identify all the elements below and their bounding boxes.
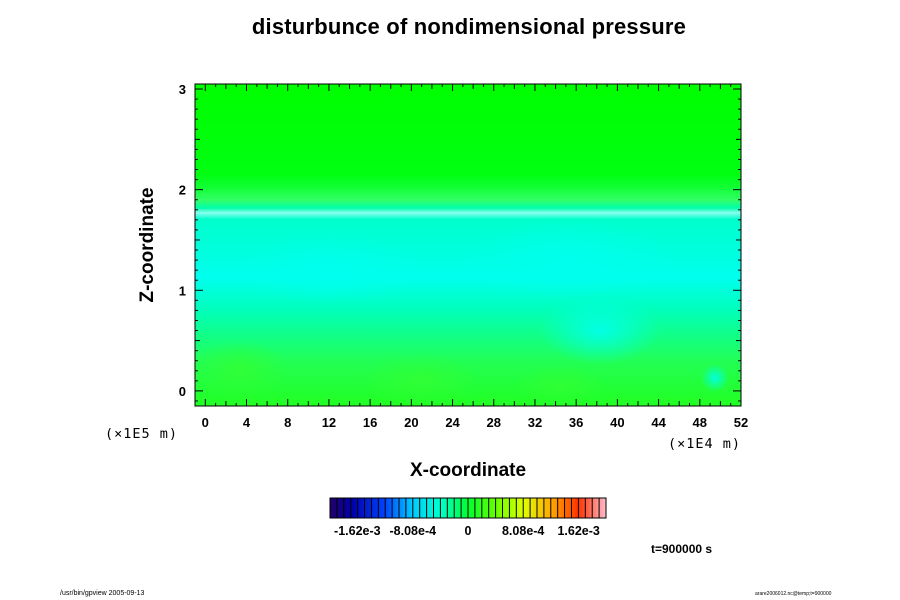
x-tick-label: 0 [202,415,209,430]
x-tick-label: 8 [284,415,291,430]
time-label: t=900000 s [651,542,713,556]
colorbar-divisions [336,498,600,518]
field-patch [360,355,480,405]
x-tick-label: 16 [363,415,377,430]
x-tick-label: 52 [734,415,748,430]
y-tick-label: 3 [179,82,186,97]
x-tick-label: 24 [445,415,460,430]
plot-frame [194,83,742,407]
colorbar-label: 8.08e-4 [502,524,544,538]
x-tick-labels: 0 4 8 12 16 20 24 28 32 36 40 44 48 52 [202,415,749,430]
x-tick-label: 28 [487,415,501,430]
y-tick-label: 1 [179,283,186,298]
field-patch [540,295,660,365]
chart-title: disturbunce of nondimensional pressure [251,14,687,39]
colorbar-label: 0 [465,524,472,538]
colorbar-labels: -1.62e-3 -8.08e-4 0 8.08e-4 1.62e-3 [334,524,600,538]
y-axis-title: Z-coordinate [137,187,158,303]
footer-file: arare2006012.nc@temp;t=900000 [755,591,832,597]
x-tick-label: 4 [243,415,251,430]
y-tick-label: 2 [179,183,186,198]
colorbar-label: 1.62e-3 [557,524,599,538]
x-tick-label: 32 [528,415,542,430]
pressure-field [190,84,741,406]
field-patch [515,365,605,405]
y-tick-label: 0 [179,384,186,399]
x-tick-label: 44 [651,415,666,430]
x-tick-label: 12 [322,415,336,430]
field-patch [240,235,420,305]
colorbar-frame [329,497,607,519]
x-axis-title: X-coordinate [409,460,527,481]
field-patch [190,340,290,400]
x-tick-label: 40 [610,415,624,430]
x-unit-label: (×1E4 m) [668,436,742,452]
y-unit-label: (×1E5 m) [105,426,179,442]
colorbar-label: -1.62e-3 [334,524,381,538]
field-patch [701,364,729,392]
x-tick-label: 48 [693,415,707,430]
y-tick-labels: 0 1 2 3 [179,82,186,399]
x-tick-label: 36 [569,415,583,430]
field-patch [460,220,680,300]
colorbar [329,497,607,519]
axis-ticks [194,84,742,406]
x-tick-label: 20 [404,415,418,430]
footer-command: /usr/bin/gpview 2005-09-13 [60,590,145,597]
colorbar-label: -8.08e-4 [390,524,437,538]
